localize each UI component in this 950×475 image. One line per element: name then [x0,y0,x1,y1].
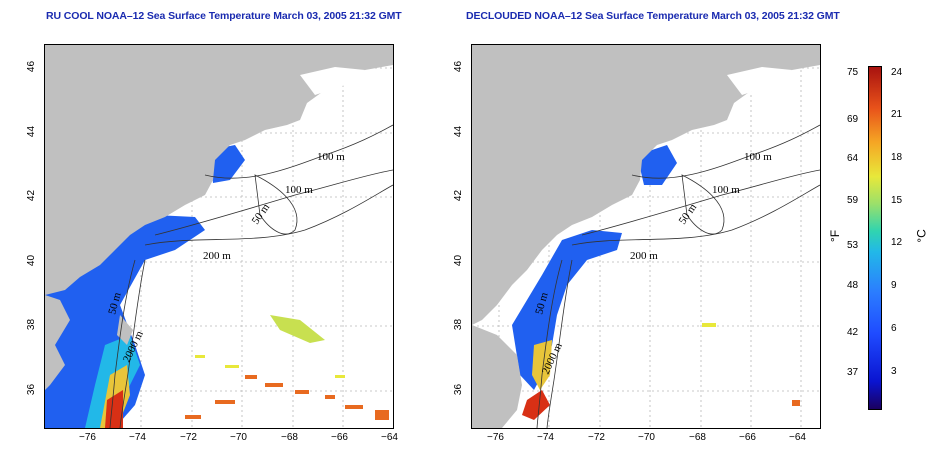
celsius-tick: 9 [891,280,897,291]
fahrenheit-tick: 75 [847,67,859,78]
x-tick-label: −72 [180,432,197,443]
y-tick-label: 36 [453,383,465,396]
left-sst-map[interactable]: 100 m 100 m 50 m 200 m 50 m 2000 m [44,44,394,429]
x-tick-label: −66 [331,432,348,443]
x-tick-label: −74 [537,432,554,443]
celsius-tick: 21 [891,109,903,120]
y-tick-label: 44 [453,125,465,138]
fahrenheit-tick: 53 [847,240,859,251]
x-tick-label: −68 [689,432,706,443]
fahrenheit-tick: 59 [847,195,859,206]
x-tick-label: −72 [588,432,605,443]
x-tick-label: −66 [739,432,756,443]
celsius-unit-label: °C [914,229,929,243]
isobath-label: 200 m [630,250,658,262]
y-tick-label: 36 [26,383,38,396]
x-tick-label: −70 [230,432,247,443]
x-tick-label: −74 [129,432,146,443]
y-tick-label: 38 [26,318,38,331]
fahrenheit-tick: 64 [847,153,859,164]
isobath-label: 100 m [712,184,740,196]
isobath-label: 50 m [106,291,123,316]
y-tick-label: 38 [453,318,465,331]
celsius-tick: 6 [891,323,897,334]
y-tick-label: 42 [453,189,465,202]
x-tick-label: −64 [381,432,398,443]
y-tick-label: 40 [453,254,465,267]
right-sst-map[interactable]: 100 m 100 m 50 m 200 m 50 m 2000 m [471,44,821,429]
land-left [45,45,393,295]
isobath-label: 50 m [533,291,550,316]
fahrenheit-tick: 69 [847,114,859,125]
isobath-label: 200 m [203,250,231,262]
fahrenheit-tick: 37 [847,367,859,378]
isobath-label: 100 m [285,184,313,196]
x-tick-label: −70 [638,432,655,443]
y-tick-label: 40 [26,254,38,267]
x-tick-label: −76 [487,432,504,443]
celsius-tick: 12 [891,237,903,248]
y-tick-label: 44 [26,125,38,138]
x-tick-label: −76 [79,432,96,443]
celsius-tick: 3 [891,366,897,377]
left-map-title: RU COOL NOAA–12 Sea Surface Temperature … [46,10,402,22]
celsius-tick: 24 [891,67,903,78]
x-tick-label: −68 [281,432,298,443]
temperature-colorbar [868,66,882,410]
isobath-label: 50 m [677,201,700,227]
x-tick-label: −64 [789,432,806,443]
celsius-tick: 18 [891,152,903,163]
isobath-label: 100 m [317,151,345,163]
land-right [472,45,820,325]
y-tick-label: 46 [453,60,465,73]
fahrenheit-tick: 42 [847,327,859,338]
fahrenheit-tick: 48 [847,280,859,291]
fahrenheit-unit-label: °F [828,229,843,243]
y-tick-label: 42 [26,189,38,202]
isobath-label: 100 m [744,151,772,163]
y-tick-label: 46 [26,60,38,73]
isobath-label: 50 m [250,201,273,227]
celsius-tick: 15 [891,195,903,206]
right-map-title: DECLOUDED NOAA–12 Sea Surface Temperatur… [466,10,840,22]
